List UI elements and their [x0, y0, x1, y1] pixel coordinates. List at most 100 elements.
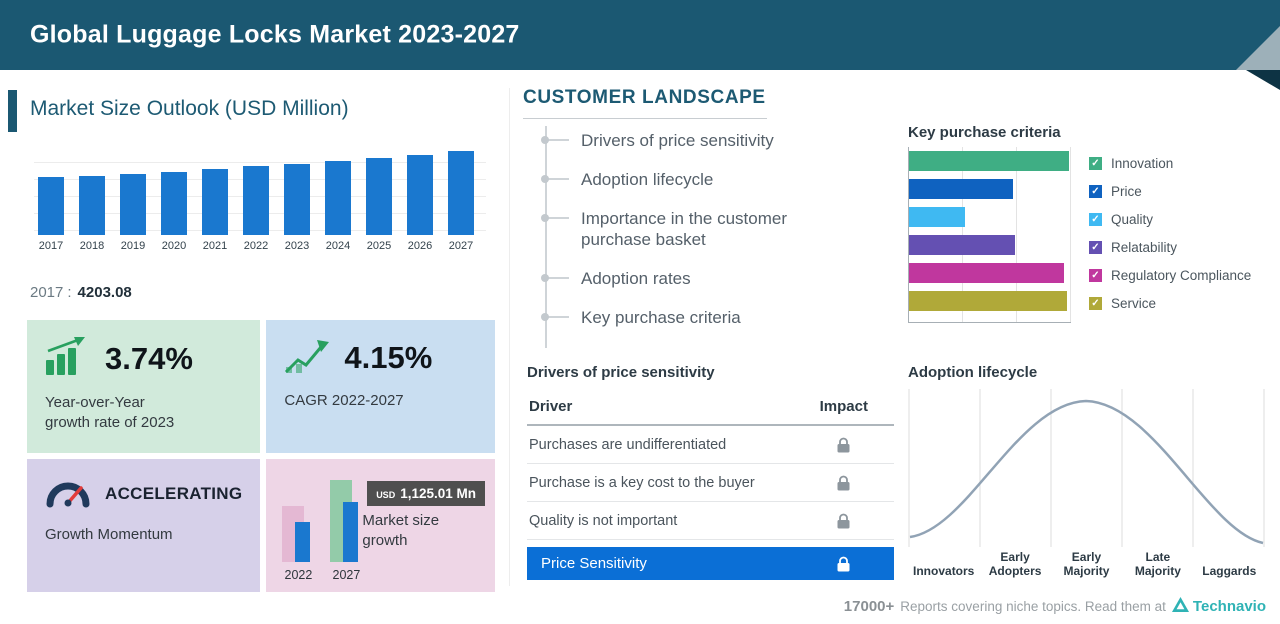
landscape-list-item: Adoption rates	[541, 268, 797, 290]
value-bar	[343, 502, 359, 562]
legend-item: ✓ Quality	[1089, 208, 1251, 230]
market-bar-year-label: 2020	[161, 240, 187, 252]
bell-curve-svg	[908, 389, 1265, 547]
legend-check-icon: ✓	[1089, 240, 1102, 254]
price-sensitivity-highlight-row: Price Sensitivity	[527, 547, 894, 580]
market-bar-column: 2019	[120, 174, 146, 252]
yoy-card-row: 3.74%	[45, 336, 242, 381]
price-sensitivity-table: Driver Impact Purchases are undifferenti…	[527, 392, 894, 580]
market-bar-column: 2017	[38, 177, 64, 252]
legend-check-icon: ✓	[1089, 156, 1102, 170]
adoption-lifecycle-chart	[908, 387, 1265, 551]
section-divider	[509, 88, 510, 586]
growth-card-label: Market size growth	[362, 511, 439, 552]
market-bar-year-label: 2017	[38, 240, 64, 252]
market-bar-year-label: 2022	[243, 240, 269, 252]
driver-column-header: Driver	[529, 398, 573, 415]
driver-label: Purchases are undifferentiated	[529, 436, 727, 453]
market-size-title: Market Size Outlook (USD Million)	[30, 97, 349, 120]
market-bar	[448, 151, 474, 235]
market-bar-year-label: 2027	[448, 240, 474, 252]
legend-check-icon: ✓	[1089, 296, 1102, 310]
market-bar	[325, 161, 351, 235]
cagr-card: 4.15% CAGR 2022-2027	[266, 320, 495, 453]
badge-currency: USD	[376, 490, 396, 500]
momentum-label: Growth Momentum	[45, 526, 173, 543]
header: Global Luggage Locks Market 2023-2027	[0, 0, 1280, 70]
year-end-label: 2027	[332, 568, 361, 582]
key-purchase-criteria-title: Key purchase criteria	[908, 124, 1061, 141]
speedometer-icon	[45, 475, 91, 513]
lock-icon	[837, 556, 850, 572]
driver-rows: Purchases are undifferentiated Purchase i…	[527, 426, 894, 540]
market-bar	[202, 169, 228, 235]
technavio-triangle-icon	[1171, 597, 1189, 616]
yoy-value: 3.74%	[105, 340, 193, 376]
lifecycle-stage-label: Laggards	[1202, 563, 1257, 578]
cagr-value: 4.15%	[344, 339, 433, 375]
market-bar-year-label: 2024	[325, 240, 351, 252]
market-bar-year-label: 2025	[366, 240, 392, 252]
driver-label: Quality is not important	[529, 512, 678, 529]
technavio-wordmark: Technavio	[1192, 598, 1266, 615]
stat-cards: 3.74% Year-over-Year growth rate of 2023…	[27, 320, 495, 592]
market-bar-year-label: 2018	[79, 240, 105, 252]
market-size-bar-chart: 2017 2018 2019 2020 2021 2022 2023 2024 2025 2026…	[34, 140, 486, 252]
legend-item: ✓ Service	[1089, 292, 1251, 314]
legend-label: Relatability	[1111, 239, 1178, 255]
market-bar-column: 2018	[79, 176, 105, 252]
lifecycle-stage-label: Innovators	[913, 563, 975, 578]
growth-mini-chart	[278, 476, 382, 562]
table-header-row: Driver Impact	[527, 392, 894, 426]
market-bar-year-label: 2019	[120, 240, 146, 252]
legend-item: ✓ Regulatory Compliance	[1089, 264, 1251, 286]
section-accent-bar	[8, 90, 17, 132]
market-bar	[407, 155, 433, 235]
driver-row: Purchases are undifferentiated	[527, 426, 894, 464]
market-bar	[366, 158, 392, 235]
market-bars: 2017 2018 2019 2020 2021 2022 2023 2024 2025 2026…	[34, 140, 486, 252]
legend-check-icon: ✓	[1089, 268, 1102, 282]
legend-check-icon: ✓	[1089, 212, 1102, 226]
lock-icon	[837, 475, 850, 491]
growth-value-badge: USD 1,125.01 Mn	[367, 481, 485, 506]
ribbon-fold-light	[1236, 26, 1280, 70]
growth-label-line2: growth	[362, 532, 408, 550]
driver-label: Purchase is a key cost to the buyer	[529, 474, 755, 491]
footer-text: Reports covering niche topics. Read them…	[900, 599, 1166, 614]
market-bar-column: 2021	[202, 169, 228, 252]
landscape-list-item: Importance in the customer purchase bask…	[541, 208, 797, 252]
criteria-bar	[909, 179, 1013, 199]
market-growth-card: 2022 2027 USD 1,125.01 Mn Market size gr…	[266, 459, 495, 592]
separator: :	[67, 284, 72, 301]
base-year-label: 2017	[30, 284, 64, 301]
yoy-growth-card: 3.74% Year-over-Year growth rate of 2023	[27, 320, 261, 453]
criteria-bars	[909, 151, 1071, 319]
customer-landscape-list: Drivers of price sensitivity Adoption lif…	[541, 126, 797, 348]
badge-amount: 1,125.01 Mn	[400, 486, 476, 501]
legend-item: ✓ Relatability	[1089, 236, 1251, 258]
yoy-label-line2: growth rate of 2023	[45, 414, 175, 432]
legend-label: Quality	[1111, 211, 1154, 227]
market-bar	[38, 177, 64, 235]
criteria-bar	[909, 263, 1064, 283]
market-bar-column: 2026	[407, 155, 433, 252]
market-bar	[284, 164, 310, 235]
market-bar-column: 2023	[284, 164, 310, 252]
report-count: 17000+	[843, 598, 895, 615]
market-bar	[243, 166, 269, 235]
growth-label-line1: Market size	[362, 512, 440, 529]
criteria-bar	[909, 207, 965, 227]
key-purchase-criteria-chart	[908, 147, 1071, 323]
driver-row: Quality is not important	[527, 502, 894, 540]
legend-check-icon: ✓	[1089, 184, 1102, 198]
technavio-logo-link[interactable]: Technavio	[1171, 597, 1266, 616]
legend-label: Service	[1111, 295, 1157, 311]
criteria-bar	[909, 235, 1015, 255]
legend-label: Price	[1111, 183, 1142, 199]
landscape-list-item: Adoption lifecycle	[541, 169, 797, 191]
lifecycle-stage-label: Early Adopters	[988, 550, 1042, 578]
legend-item: ✓ Innovation	[1089, 152, 1251, 174]
impact-column-header: Impact	[819, 398, 868, 415]
